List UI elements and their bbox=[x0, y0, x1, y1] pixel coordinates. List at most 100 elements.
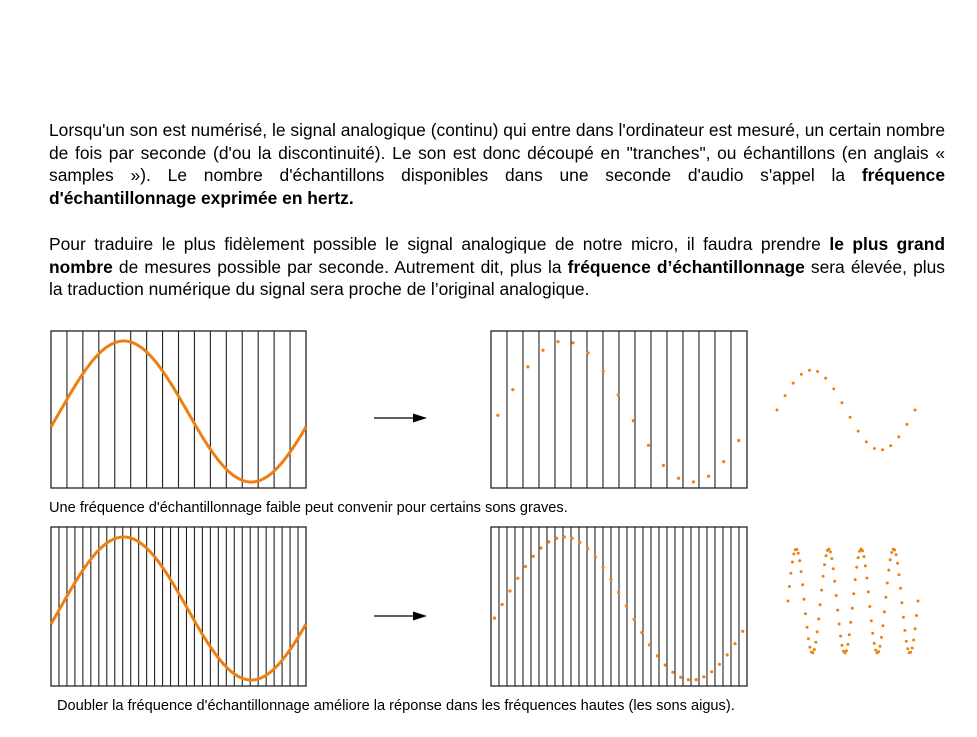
sample-dot bbox=[903, 628, 907, 632]
sample-dot bbox=[816, 370, 820, 373]
dotted-waveform bbox=[786, 547, 920, 655]
sample-dot bbox=[827, 547, 831, 551]
sample-dot bbox=[526, 365, 530, 369]
caption-low-rate: Une fréquence d'échantillonnage faible p… bbox=[49, 500, 568, 516]
sample-dot bbox=[856, 429, 860, 433]
sample-dot bbox=[795, 547, 799, 551]
sample-dot bbox=[808, 645, 812, 649]
bold-text: fréquence d’échantillonnage bbox=[567, 256, 805, 277]
sample-dot bbox=[710, 670, 714, 674]
sample-dot bbox=[897, 435, 901, 439]
sample-dot bbox=[586, 547, 590, 551]
caption-double-rate: Doubler la fréquence d'échantillonnage a… bbox=[57, 698, 735, 714]
sample-dot bbox=[808, 368, 811, 372]
sample-dot bbox=[694, 678, 698, 682]
sample-dot bbox=[775, 408, 779, 412]
sample-dot bbox=[836, 608, 840, 612]
sample-dot bbox=[601, 565, 605, 570]
sample-dot bbox=[899, 586, 902, 590]
sample-dot bbox=[783, 394, 787, 398]
sample-dot bbox=[850, 606, 854, 610]
sample-dot bbox=[913, 627, 917, 631]
sample-dot bbox=[707, 474, 711, 478]
sample-dot bbox=[882, 610, 886, 614]
sample-dot bbox=[916, 599, 920, 603]
sample-dot bbox=[722, 460, 726, 464]
sample-dot bbox=[679, 675, 683, 679]
sample-dot bbox=[593, 555, 597, 559]
sample-dot bbox=[823, 563, 826, 567]
sample-dot bbox=[864, 440, 868, 444]
sample-dot bbox=[848, 415, 852, 419]
sample-dot bbox=[856, 556, 860, 560]
sample-dot bbox=[571, 341, 575, 345]
sampled-signal-box bbox=[490, 330, 748, 489]
sample-dot bbox=[717, 662, 722, 666]
sample-dot bbox=[661, 463, 666, 467]
sample-dot bbox=[804, 612, 807, 616]
sample-dot bbox=[834, 594, 838, 597]
sample-dot bbox=[868, 605, 872, 608]
sample-dot bbox=[500, 602, 504, 607]
sample-dot bbox=[624, 604, 629, 608]
sample-dot bbox=[910, 646, 914, 650]
sample-dot bbox=[812, 648, 816, 651]
sample-dot bbox=[849, 620, 853, 624]
sample-dot bbox=[737, 438, 741, 443]
sample-dot bbox=[894, 553, 898, 557]
sample-dot bbox=[881, 624, 885, 628]
paragraph-text: Lorsqu'un son est numérisé, le signal an… bbox=[49, 120, 945, 186]
sample-dot bbox=[586, 351, 590, 355]
sample-dot bbox=[896, 561, 900, 565]
arrow-icon bbox=[374, 413, 427, 423]
sample-dot bbox=[796, 551, 800, 555]
sample-dot bbox=[806, 637, 810, 641]
sample-dot bbox=[840, 643, 844, 647]
sample-dot bbox=[905, 422, 909, 426]
figure-double-rate bbox=[49, 526, 920, 687]
sample-dot bbox=[541, 348, 545, 352]
paragraph-text: de mesures possible par seconde. Autreme… bbox=[112, 256, 568, 277]
sample-dot bbox=[818, 603, 822, 607]
dotted-waveform bbox=[775, 368, 917, 452]
sample-dot bbox=[511, 388, 515, 392]
sample-dot bbox=[889, 444, 893, 448]
sample-dot bbox=[790, 560, 794, 564]
sample-dot bbox=[877, 650, 881, 654]
sample-dot bbox=[523, 564, 528, 569]
sample-dot bbox=[881, 448, 884, 452]
sample-dot bbox=[811, 651, 815, 655]
analog-wave bbox=[49, 535, 308, 682]
sample-dot bbox=[725, 653, 729, 657]
sample-dot bbox=[890, 551, 894, 554]
sample-dot bbox=[663, 663, 667, 667]
sample-dot bbox=[601, 369, 605, 373]
sample-dot bbox=[786, 599, 790, 603]
figure-low-rate bbox=[49, 330, 917, 489]
sample-dot bbox=[863, 564, 867, 568]
sample-dot bbox=[798, 559, 802, 563]
sample-dot bbox=[869, 619, 873, 623]
sample-dot bbox=[815, 630, 819, 634]
sample-dot bbox=[846, 642, 850, 646]
sample-dot bbox=[858, 549, 862, 553]
sample-dot bbox=[817, 617, 821, 621]
sample-dot bbox=[789, 571, 793, 575]
sample-dot bbox=[861, 549, 864, 553]
sample-dot bbox=[904, 639, 908, 643]
sample-dot bbox=[900, 601, 904, 605]
sample-dot bbox=[871, 631, 875, 635]
sample-dot bbox=[805, 625, 809, 629]
sample-dot bbox=[496, 413, 500, 417]
sample-dot bbox=[913, 408, 917, 412]
sample-dot bbox=[821, 574, 825, 578]
arrow-icon bbox=[374, 611, 427, 621]
sample-dot bbox=[824, 376, 828, 380]
sample-dot bbox=[516, 576, 520, 580]
sample-dot bbox=[508, 589, 512, 593]
sample-dot bbox=[880, 635, 883, 639]
sample-dot bbox=[844, 649, 848, 653]
sample-dot bbox=[909, 650, 913, 654]
sample-dot bbox=[865, 576, 869, 580]
